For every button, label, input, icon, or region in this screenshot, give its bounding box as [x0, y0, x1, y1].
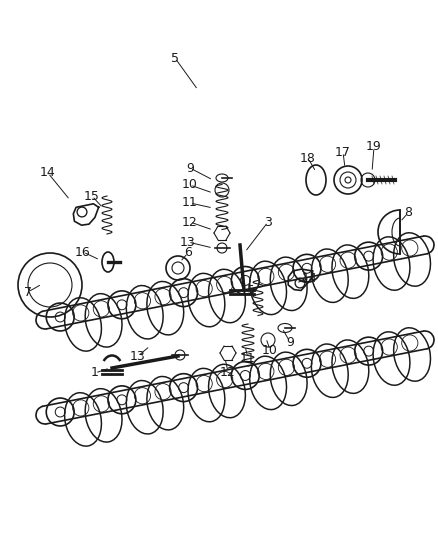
Text: 3: 3: [264, 215, 272, 229]
Text: 13: 13: [130, 350, 146, 362]
Text: 14: 14: [302, 271, 318, 285]
Text: 12: 12: [182, 215, 198, 229]
Text: 13: 13: [180, 236, 196, 248]
Text: 1: 1: [91, 367, 99, 379]
Text: 7: 7: [24, 286, 32, 298]
Text: 12: 12: [220, 366, 236, 378]
Text: 17: 17: [335, 146, 351, 158]
Text: 6: 6: [184, 246, 192, 260]
Text: 19: 19: [366, 141, 382, 154]
Text: 14: 14: [40, 166, 56, 180]
Text: 9: 9: [186, 161, 194, 174]
Text: 5: 5: [171, 52, 179, 64]
Text: 11: 11: [182, 197, 198, 209]
Text: 18: 18: [300, 151, 316, 165]
Text: 11: 11: [240, 351, 256, 365]
Text: 8: 8: [404, 206, 412, 220]
Text: 15: 15: [240, 284, 256, 296]
Text: 16: 16: [75, 246, 91, 259]
Text: 10: 10: [182, 179, 198, 191]
Text: 9: 9: [286, 335, 294, 349]
Text: 15: 15: [84, 190, 100, 203]
Text: 10: 10: [262, 343, 278, 357]
